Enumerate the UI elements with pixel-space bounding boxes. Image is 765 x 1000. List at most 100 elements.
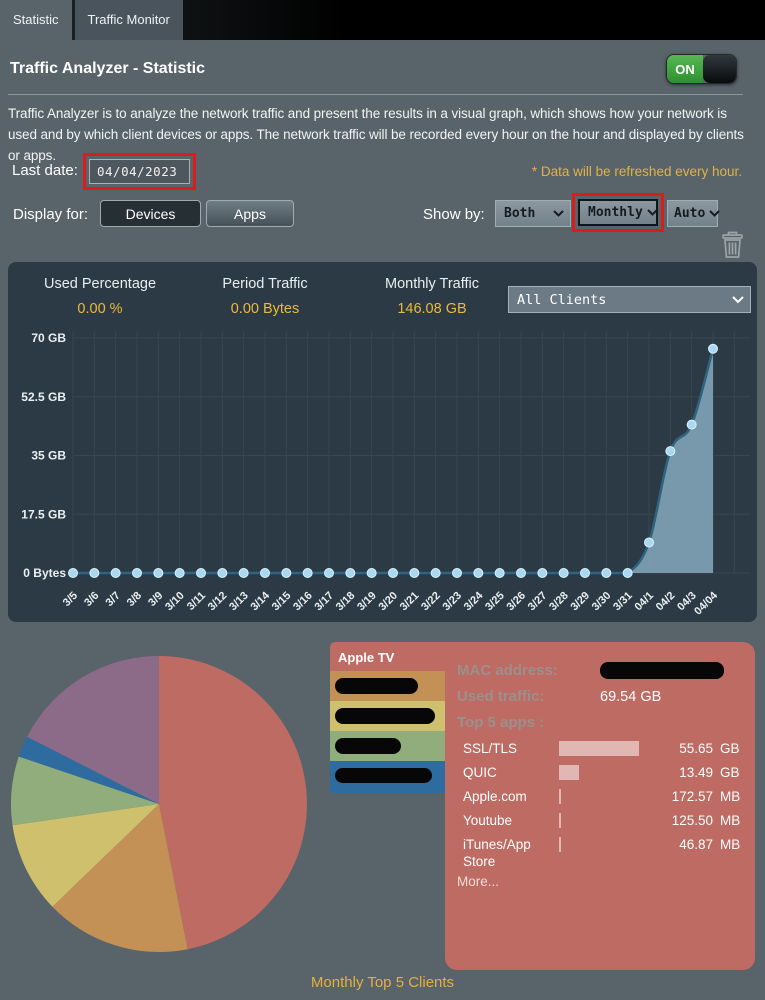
tab-statistic[interactable]: Statistic: [0, 0, 72, 40]
mac-address-redacted: [600, 662, 724, 679]
annotation-box-period: Monthly: [572, 193, 664, 232]
app-name: iTunes/App Store: [463, 837, 531, 869]
client-list-item-redacted[interactable]: [330, 671, 445, 701]
stat-value: 0.00 %: [77, 301, 123, 317]
last-date-row: Last date: * Data will be refreshed ever…: [0, 152, 765, 190]
svg-text:0 Bytes: 0 Bytes: [23, 566, 66, 580]
app-name: Youtube: [463, 813, 513, 828]
x-axis-label: 04/04: [692, 589, 721, 618]
app-value: 55.65: [679, 741, 713, 756]
chevron-down-icon: [553, 210, 564, 217]
footer-caption: Monthly Top 5 Clients: [310, 974, 455, 991]
stat-label: Monthly Traffic: [384, 276, 480, 292]
x-axis-label: 3/5: [61, 590, 80, 609]
app-bar-cell: [559, 812, 647, 828]
pie-slice-client-5-redacted-[interactable]: [18, 736, 159, 804]
client-detail-card: Apple TV MAC address: Used traffic: 69.5…: [330, 642, 755, 970]
stat-period-traffic: Period Traffic 0.00 Bytes: [180, 276, 350, 317]
data-point: [366, 568, 377, 578]
more-link[interactable]: More...: [457, 874, 500, 889]
data-point: [196, 568, 206, 578]
pie-slice-client-4-redacted-[interactable]: [10, 756, 160, 826]
client-name-redacted: [335, 678, 418, 694]
client-list-item-redacted[interactable]: [330, 731, 445, 761]
svg-text:52.5 GB: 52.5 GB: [21, 390, 66, 404]
top5-apps-list: SSL/TLS 55.65 GB QUIC 13.49 GB Apple.com 172.57…: [457, 740, 747, 870]
app-bar-cell: [559, 836, 647, 852]
x-axis-label: 3/18: [334, 590, 358, 614]
last-date-label: Last date:: [12, 162, 78, 179]
pie-slice-client-3-redacted-[interactable]: [12, 804, 160, 907]
data-point: [665, 446, 676, 457]
app-unit: GB: [720, 741, 740, 756]
pie-slice-others[interactable]: [27, 656, 159, 804]
top5-apps-label: Top 5 apps :: [457, 714, 545, 731]
app-value: 172.57: [671, 789, 713, 804]
traffic-analyzer-toggle[interactable]: ON: [666, 54, 737, 84]
stat-monthly-traffic: Monthly Traffic 146.08 GB: [347, 276, 517, 317]
devices-button[interactable]: Devices: [100, 200, 201, 227]
app-usage-bar: [559, 837, 561, 852]
x-axis-label: 3/21: [398, 590, 422, 614]
client-detail-panel: MAC address: Used traffic: 69.54 GB Top …: [445, 642, 755, 970]
x-axis-label: 3/11: [185, 590, 208, 613]
x-axis-label: 3/15: [270, 590, 294, 614]
data-point: [68, 568, 78, 578]
x-axis-label: 3/20: [376, 590, 400, 614]
toggle-knob-icon: [703, 55, 736, 83]
data-point: [686, 419, 697, 430]
apps-button[interactable]: Apps: [206, 200, 294, 227]
used-traffic-value: 69.54 GB: [600, 688, 662, 705]
svg-text:70 GB: 70 GB: [31, 331, 66, 345]
svg-text:35 GB: 35 GB: [31, 449, 66, 463]
show-by-type-value: Both: [504, 206, 536, 221]
chevron-down-icon: [709, 210, 721, 217]
x-axis-label: 3/8: [125, 590, 144, 609]
trash-icon[interactable]: [719, 230, 746, 259]
x-axis-label: 3/24: [462, 589, 486, 613]
x-axis-label: 3/19: [355, 590, 379, 614]
stat-label: Period Traffic: [222, 276, 308, 292]
app-usage-bar: [559, 741, 639, 756]
pie-slice-apple-tv[interactable]: [159, 656, 307, 950]
app-row-itunes-app-store: iTunes/App Store 46.87 MB: [457, 836, 747, 870]
app-unit: MB: [720, 789, 741, 804]
x-axis-label: 3/17: [312, 590, 336, 614]
show-by-mode-value: Auto: [674, 206, 706, 221]
x-axis-label: 04/1: [632, 590, 656, 614]
traffic-line-chart: 0 Bytes 17.5 GB 35 GB 52.5 GB 70 GB 3/5 3/6 3/7…: [21, 331, 750, 618]
x-axis-labels: 3/5 3/6 3/7 3/8 3/93/103/113/123/133/143/153…: [61, 589, 721, 618]
app-name: QUIC: [463, 765, 497, 780]
show-by-period-value: Monthly: [588, 205, 643, 220]
traffic-area: [73, 348, 713, 573]
pie-slice-client-2-redacted-[interactable]: [52, 804, 188, 952]
chevron-down-icon: [732, 295, 744, 303]
client-list-item-apple-tv[interactable]: Apple TV: [330, 642, 445, 671]
app-value: 46.87: [679, 837, 713, 852]
data-point: [302, 568, 313, 578]
client-list-item-redacted[interactable]: [330, 761, 445, 793]
show-by-label: Show by:: [423, 206, 485, 223]
show-by-mode-select[interactable]: Auto: [667, 200, 721, 227]
x-axis-label: 3/22: [419, 590, 443, 614]
show-by-type-select[interactable]: Both: [495, 200, 571, 227]
clients-pie-chart: [10, 656, 307, 952]
tab-traffic-monitor[interactable]: Traffic Monitor: [74, 0, 183, 40]
data-point: [473, 568, 484, 578]
data-point: [281, 568, 292, 578]
app-usage-bar: [559, 789, 561, 804]
show-by-period-select[interactable]: Monthly: [578, 199, 658, 226]
x-axis-label: 3/12: [206, 590, 230, 614]
x-axis-label: 3/7: [103, 590, 122, 609]
data-point: [708, 343, 718, 354]
statistics-panel: 0 Bytes 17.5 GB 35 GB 52.5 GB 70 GB 3/5 3/6 3/7…: [8, 262, 757, 622]
client-name-redacted: [335, 708, 435, 724]
app-bar-cell: [559, 740, 647, 756]
x-axis-label: 3/25: [483, 590, 507, 614]
data-point: [580, 568, 590, 578]
client-list-item-redacted[interactable]: [330, 701, 445, 731]
last-date-input[interactable]: [89, 159, 190, 184]
data-point: [174, 568, 185, 578]
data-point: [345, 568, 356, 578]
client-filter-select[interactable]: All Clients: [508, 286, 751, 313]
